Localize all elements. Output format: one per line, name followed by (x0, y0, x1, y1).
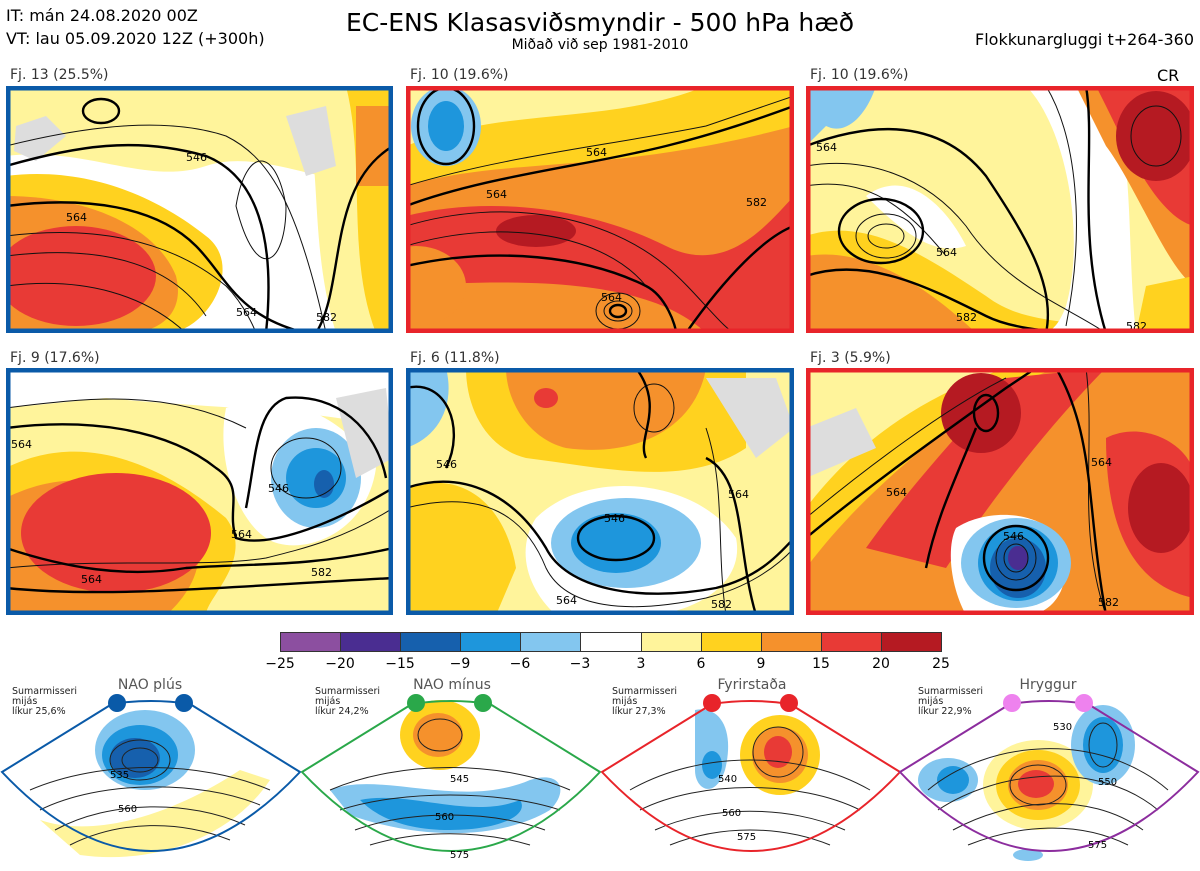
page-title: EC-ENS Klasasviðsmyndir - 500 hPa hæð (345, 8, 855, 37)
legend-tick: 15 (812, 656, 830, 672)
legend-tick: −6 (509, 656, 531, 672)
contour-label: 564 (11, 438, 32, 451)
regime-name: Hryggur (1019, 677, 1077, 693)
cr-label: CR (1157, 66, 1180, 85)
legend-swatch (281, 633, 342, 651)
regime-marker-right (1075, 694, 1093, 712)
contour-label: 575 (450, 850, 469, 861)
classification-window: Flokkunargluggi t+264-360 (975, 30, 1194, 49)
contour-label: 564 (886, 486, 907, 499)
contour-label: 564 (66, 211, 87, 224)
contour-label: 560 (435, 812, 454, 823)
contour-label: 575 (1088, 840, 1107, 851)
contour-label: 546 (268, 482, 289, 495)
legend-swatch (461, 633, 522, 651)
contour-label: 545 (450, 774, 469, 785)
contour-label: 582 (311, 566, 332, 579)
contour-label: 546 (436, 458, 457, 471)
panel-6-label: Fj. 3 (5.9%) (810, 350, 891, 366)
contour-label: 582 (1098, 596, 1119, 609)
scenario-map-5: 546 546 564 564 582 (406, 368, 794, 615)
regime-marker-left (703, 694, 721, 712)
legend-swatch (701, 633, 762, 651)
contour-label: 564 (556, 594, 577, 607)
scenario-map-4: 564 546 564 564 582 (6, 368, 393, 615)
contour-label: 564 (936, 246, 957, 259)
regime-map-nao-minus: 545 560 575 (300, 690, 602, 871)
scenario-map-1: 546 564 564 582 (6, 86, 393, 333)
legend-swatch (521, 633, 582, 651)
contour-label: 560 (722, 808, 741, 819)
legend-tick: 20 (872, 656, 890, 672)
contour-label: 582 (711, 598, 732, 611)
contour-label: 564 (1091, 456, 1112, 469)
contour-label: 564 (586, 146, 607, 159)
contour-label: 564 (486, 188, 507, 201)
contour-label: 564 (816, 141, 837, 154)
scenario-map-6: 564 564 546 582 (806, 368, 1194, 615)
regime-marker-left (1003, 694, 1021, 712)
regime-season-text: Sumarmisseri mijás líkur 24,2% (315, 686, 381, 717)
contour-label: 582 (746, 196, 767, 209)
panel-3-label: Fj. 10 (19.6%) (810, 67, 909, 83)
legend-swatch (761, 633, 822, 651)
initial-time: IT: mán 24.08.2020 00Z (6, 6, 198, 25)
contour-label: 575 (737, 832, 756, 843)
contour-label: 564 (231, 528, 252, 541)
contour-label: 535 (110, 770, 129, 781)
legend-tick: 9 (756, 656, 766, 672)
contour-label: 560 (118, 804, 137, 815)
contour-label: 540 (718, 774, 737, 785)
scenario-map-3: 564 564 582 582 (806, 86, 1194, 333)
legend-swatch (821, 633, 882, 651)
contour-label: 564 (236, 306, 257, 319)
contour-label: 546 (186, 151, 207, 164)
legend-tick: −3 (569, 656, 591, 672)
legend-tick: 6 (696, 656, 706, 672)
legend-tick: 25 (932, 656, 950, 672)
regime-map-hryggur: 530 550 575 (898, 690, 1200, 871)
regime-season-text: Sumarmisseri mijás líkur 25,6% (12, 686, 78, 717)
legend-tick: −15 (385, 656, 415, 672)
regime-season-text: Sumarmisseri mijás líkur 22,9% (918, 686, 984, 717)
contour-label: 550 (1098, 777, 1117, 788)
legend-tick: −9 (449, 656, 471, 672)
regime-map-fyrirstada: 540 560 575 (600, 690, 902, 871)
regime-name: Fyrirstaða (717, 677, 787, 693)
regime-marker-right (780, 694, 798, 712)
contour-label: 564 (601, 291, 622, 304)
panel-2-label: Fj. 10 (19.6%) (410, 67, 509, 83)
regime-map-nao-plus: 535 560 (0, 690, 302, 871)
legend-tick: −25 (265, 656, 295, 672)
contour-label: 564 (81, 573, 102, 586)
contour-label: 582 (956, 311, 977, 324)
legend-swatch (581, 633, 642, 651)
regime-marker-left (108, 694, 126, 712)
contour-label: 546 (604, 512, 625, 525)
contour-label: 582 (316, 311, 337, 324)
regime-marker-left (407, 694, 425, 712)
regime-name: NAO mínus (413, 677, 491, 693)
contour-label: 530 (1053, 722, 1072, 733)
color-scale-legend (280, 632, 942, 652)
regime-season-text: Sumarmisseri mijás líkur 27,3% (612, 686, 678, 717)
regime-marker-right (474, 694, 492, 712)
legend-swatch (641, 633, 702, 651)
page-subtitle: Miðað við sep 1981-2010 (511, 37, 689, 53)
panel-5-label: Fj. 6 (11.8%) (410, 350, 500, 366)
legend-tick: −20 (325, 656, 355, 672)
legend-swatch (401, 633, 462, 651)
contour-label: 564 (728, 488, 749, 501)
legend-swatch (881, 633, 942, 651)
legend-tick: 3 (636, 656, 646, 672)
panel-1-label: Fj. 13 (25.5%) (10, 67, 109, 83)
legend-swatch (341, 633, 402, 651)
contour-label: 546 (1003, 530, 1024, 543)
panel-4-label: Fj. 9 (17.6%) (10, 350, 100, 366)
valid-time: VT: lau 05.09.2020 12Z (+300h) (6, 29, 265, 48)
scenario-map-2: 564 564 582 564 (406, 86, 794, 333)
regime-name: NAO plús (117, 677, 183, 693)
regime-marker-right (175, 694, 193, 712)
